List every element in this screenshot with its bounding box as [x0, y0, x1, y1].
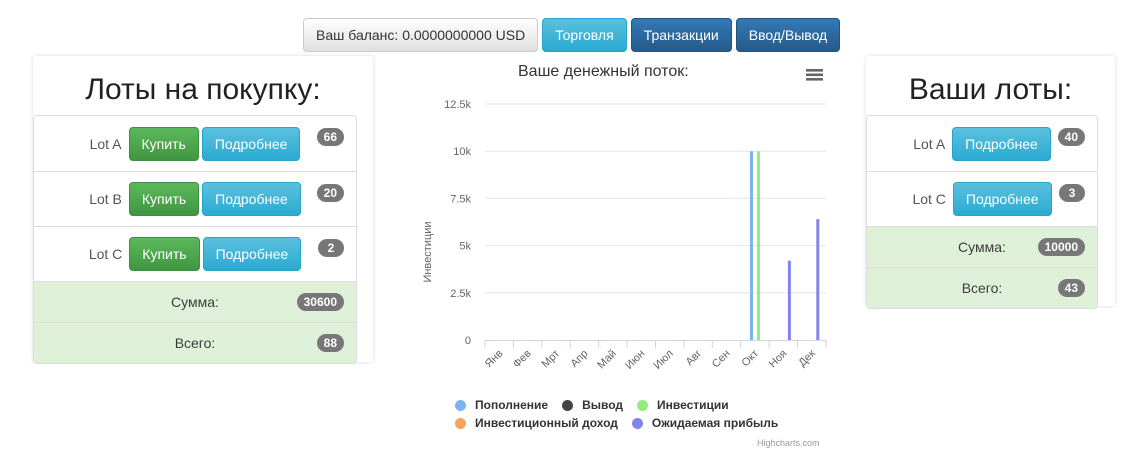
total-label: Всего:	[961, 280, 1003, 296]
buy-button[interactable]: Купить	[128, 182, 200, 216]
cashflow-chart: Ваше денежный поток: Инвестиции 0 2.5k 5k 7…	[405, 56, 835, 456]
buy-button[interactable]: Купить	[129, 237, 200, 271]
legend-item[interactable]: Инвестиции	[637, 398, 729, 412]
x-tick-label: Мрт	[539, 348, 562, 371]
balance-button[interactable]: Ваш баланс: 0.0000000000 USD	[303, 18, 539, 52]
legend-item[interactable]: Вывод	[562, 398, 623, 412]
list-item: Lot A Подробнее 40	[867, 116, 1097, 171]
list-item: Lot B Купить Подробнее 20	[34, 171, 356, 226]
total-label: Всего:	[174, 335, 216, 351]
x-tick-label: Июл	[652, 348, 676, 372]
y-tick-label: 2.5k	[450, 288, 471, 300]
chart-credits[interactable]: Highcharts.com	[757, 438, 820, 448]
total-badge: 88	[316, 334, 344, 352]
legend-item[interactable]: Пополнение	[455, 398, 548, 412]
lot-name: Lot C	[88, 246, 123, 262]
details-button[interactable]: Подробнее	[952, 182, 1052, 216]
buy-lots-title: Лоты на покупку:	[85, 73, 321, 106]
legend-marker	[562, 399, 574, 411]
legend-marker	[631, 417, 643, 429]
y-tick-label: 12.5k	[444, 99, 471, 111]
count-badge: 20	[316, 184, 344, 202]
list-item: Lot C Купить Подробнее 2	[34, 226, 356, 281]
legend-marker	[637, 399, 648, 411]
count-badge: 2	[318, 239, 344, 257]
lot-name: Lot A	[89, 135, 122, 152]
sum-badge: 30600	[296, 293, 344, 311]
buy-button[interactable]: Купить	[128, 126, 199, 161]
list-item: Lot A Купить Подробнее 66	[34, 116, 356, 171]
count-badge: 3	[1059, 184, 1085, 202]
buy-lots-list: Lot A Купить Подробнее 66 Lot B Купить П…	[33, 115, 357, 364]
x-tick-label: Сен	[710, 348, 733, 371]
x-tick-label: Июн	[623, 348, 647, 372]
x-tick-label: Окт	[739, 348, 761, 370]
legend-label: Ожидаемая прибыль	[651, 416, 779, 430]
sum-label: Сумма:	[171, 294, 219, 310]
legend-item[interactable]: Ожидаемая прибыль	[631, 416, 779, 430]
hamburger-menu-icon[interactable]	[806, 69, 823, 81]
chart-title: Ваше денежный поток:	[518, 63, 689, 80]
count-badge: 66	[316, 128, 344, 146]
legend-label: Инвестиционный доход	[475, 416, 618, 430]
y-tick-label: 0	[465, 335, 471, 347]
y-axis-label: Инвестиции	[422, 221, 434, 282]
lot-name: Lot B	[89, 191, 122, 207]
total-badge: 43	[1057, 279, 1085, 297]
chart-svg: Ваше денежный поток: Инвестиции 0 2.5k 5k 7…	[422, 63, 827, 372]
details-button[interactable]: Подробнее	[952, 126, 1051, 161]
x-tick-label: Дек	[796, 348, 818, 370]
x-tick-label: Фев	[511, 348, 534, 371]
sum-badge: 10000	[1037, 238, 1085, 256]
list-item: Lot C Подробнее 3	[867, 171, 1097, 226]
my-lots-list: Lot A Подробнее 40 Lot C Подробнее 3 Сум…	[866, 115, 1098, 309]
my-lots-title: Ваши лоты:	[908, 73, 1073, 106]
x-tick-label: Янв	[483, 348, 506, 371]
trade-button[interactable]: Торговля	[542, 18, 627, 52]
x-tick-label: Апр	[568, 348, 590, 370]
details-button[interactable]: Подробнее	[201, 126, 301, 161]
bar	[787, 260, 791, 340]
my-lots-panel: Ваши лоты: Lot A Подробнее 40 Lot C Подр…	[866, 56, 1115, 309]
y-tick-label: 5k	[459, 241, 471, 253]
lot-name: Lot C	[912, 191, 946, 207]
sum-row: Сумма: 30600	[34, 281, 356, 322]
buy-lots-panel: Лоты на покупку: Lot A Купить Подробнее …	[33, 56, 373, 364]
details-button[interactable]: Подробнее	[202, 237, 302, 271]
legend-item[interactable]: Инвестиционный доход	[455, 416, 618, 430]
sum-row: Сумма: 10000	[867, 226, 1097, 267]
details-button[interactable]: Подробнее	[202, 182, 301, 216]
chart-legend: Пополнение Вывод Инвестиции Инвестиционн…	[455, 396, 835, 432]
sum-label: Сумма:	[958, 239, 1006, 255]
bar	[756, 151, 760, 340]
deposit-withdraw-button[interactable]: Ввод/Вывод	[735, 18, 841, 52]
y-tick-label: 7.5k	[450, 193, 471, 205]
legend-label: Инвестиции	[657, 398, 729, 412]
x-tick-label: Май	[595, 348, 619, 372]
bar	[749, 151, 753, 340]
top-toolbar: Ваш баланс: 0.0000000000 USD Торговля Тр…	[303, 18, 841, 52]
legend-label: Вывод	[582, 398, 623, 412]
transactions-button[interactable]: Транзакции	[630, 18, 732, 52]
x-tick-label: Ноя	[767, 348, 790, 371]
x-tick-label: Авг	[684, 348, 705, 369]
legend-marker	[455, 417, 466, 429]
bar	[816, 219, 820, 340]
legend-label: Пополнение	[475, 398, 549, 412]
lot-name: Lot A	[913, 135, 946, 152]
legend-marker	[455, 399, 466, 411]
total-row: Всего: 88	[34, 322, 356, 363]
count-badge: 40	[1057, 128, 1085, 146]
y-tick-label: 10k	[453, 146, 471, 158]
total-row: Всего: 43	[867, 267, 1097, 308]
